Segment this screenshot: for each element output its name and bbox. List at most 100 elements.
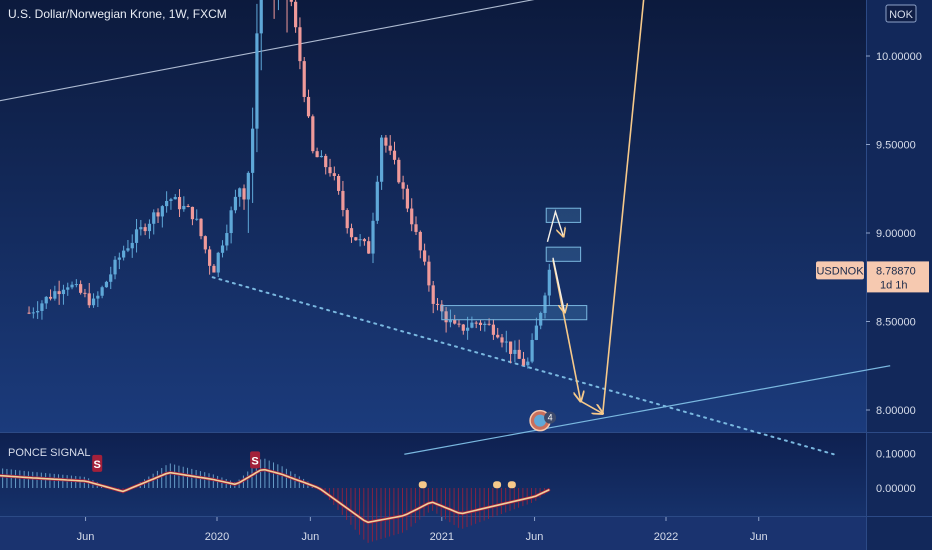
candle-body [397,159,401,183]
candle-body [466,327,470,331]
candle-body [57,291,61,295]
candle-body [457,323,461,325]
candle-body [173,197,177,200]
candle-body [91,298,96,306]
candle-body [478,322,483,326]
channel-upper-line [0,0,535,102]
candle-body [410,208,414,225]
lower-channel-line [404,365,891,455]
last-price-countdown: 1d 1h [880,279,908,291]
candle-body [358,239,362,241]
candle-body [487,323,491,325]
candle-body [165,200,169,207]
last-price-value: 8.78870 [876,265,916,277]
candle-body [547,269,551,296]
candle-body [66,287,70,290]
event-bubble-icon [534,414,547,427]
candle-body [212,265,216,273]
candle-body [229,210,233,234]
price-tick-label: 9.50000 [876,140,916,152]
time-tick-label: 2020 [205,531,229,543]
candle-body [302,61,306,97]
time-tick-label: 2021 [430,531,454,543]
price-tick-label: 8.50000 [876,317,916,329]
candle-body [345,210,349,229]
candle-body [392,150,397,160]
candle-body [220,245,225,253]
time-tick-label: Jun [77,531,95,543]
candle-body [134,229,139,243]
candle-body [461,324,465,331]
candle-body [79,284,83,293]
price-tick-label: 10.00000 [876,51,922,63]
candle-body [341,190,345,211]
zone-box [545,246,582,262]
candle-body [474,322,478,324]
currency-badge-label: NOK [889,9,914,21]
candle-body [117,257,121,260]
candle-body [509,341,513,354]
candle-body [199,218,203,237]
price-tick-label: 8.00000 [876,405,916,417]
candle-body [190,206,195,220]
candle-body [87,293,91,306]
last-price-symbol-tag [816,261,864,280]
candle-body [405,188,410,209]
time-tick-label: Jun [301,531,319,543]
candle-body [61,289,66,295]
symbol-title: U.S. Dollar/Norwegian Krone, 1W, FXCM [8,7,227,21]
candle-body [36,310,40,313]
candle-body [431,285,435,304]
candle-body [491,324,496,335]
candle-body [371,220,375,254]
zone-box [441,305,588,321]
candle-body [423,250,427,262]
candle-body [126,248,130,251]
time-tick-label: 2022 [654,531,678,543]
indicator-signal-line [0,468,550,524]
candle-body [255,33,259,129]
candle-body [225,233,229,246]
axes: 8.00000 8.50000 9.00000 9.50000 10.00000 Jun 2… [77,51,922,543]
signal-ribbon-marker [418,481,427,489]
candle-body [147,223,152,232]
candle-body [444,311,448,323]
candle-body [294,1,298,28]
candle-body [246,172,250,200]
candle-body [289,0,293,2]
candle-body [195,218,199,220]
sell-signal-marker [92,454,103,472]
last-price-tag [867,261,929,293]
candle-body [526,361,530,366]
candle-body [182,205,186,210]
candle-body [414,224,418,232]
candle-body [109,274,113,282]
currency-badge: NOK [885,4,917,23]
candle-body [233,196,238,211]
price-pane-background [0,0,866,432]
forecast-arrow [580,400,603,413]
candle-body [311,116,315,152]
candle-body [74,284,78,286]
candle-body [453,319,457,324]
candle-body [367,241,371,254]
candle-body [534,325,538,340]
candle-body [530,339,534,362]
time-axis-background [0,517,866,550]
zone-box [545,207,582,223]
candle-body [40,303,44,311]
candle-body [380,137,384,182]
price-pane: 4 USDNOK 8.78870 1d 1h [0,0,929,456]
candle-body [401,182,405,189]
candle-body [27,312,31,314]
candle-body [324,155,328,168]
candle-body [143,227,147,232]
candle-body [208,249,212,266]
sell-signal-label: S [94,459,101,471]
candle-body [53,291,57,299]
candle-body [427,261,431,286]
candle-body [517,349,521,359]
indicator-tick-label: 0.00000 [876,483,916,495]
candle-body [543,295,547,313]
